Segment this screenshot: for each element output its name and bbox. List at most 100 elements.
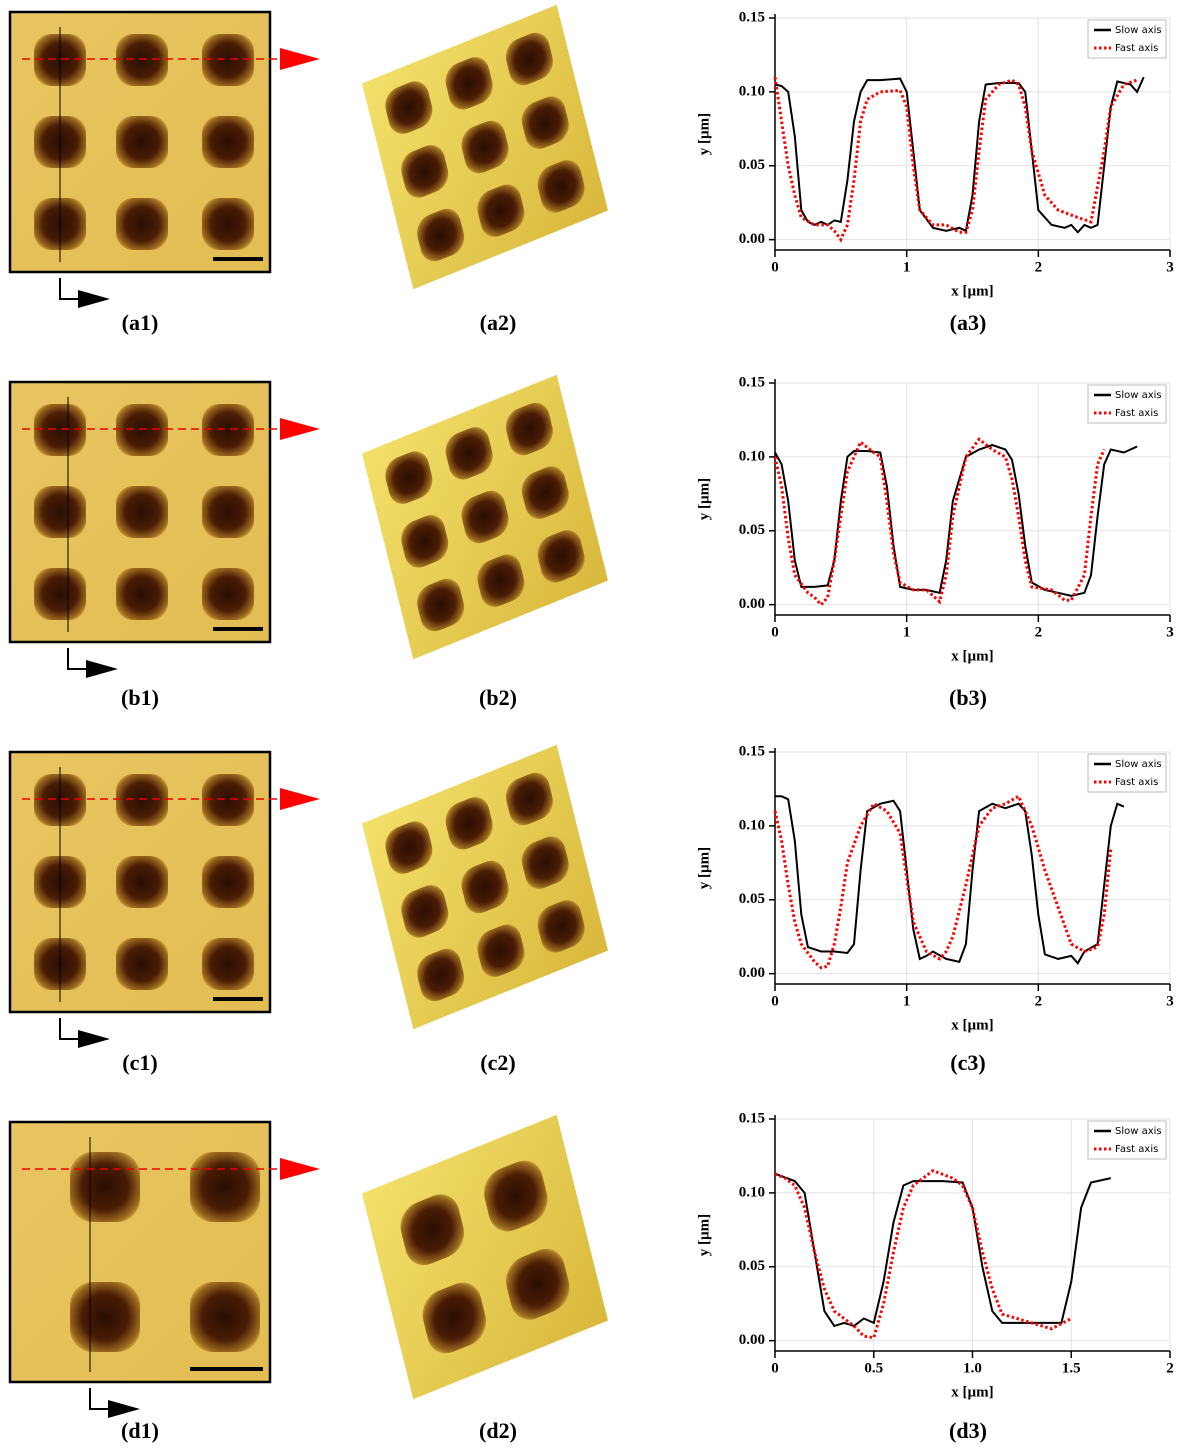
- x-axis-label: x [µm]: [951, 648, 993, 664]
- hole: [116, 198, 168, 250]
- x-axis-label: x [µm]: [951, 283, 993, 299]
- arrow: [280, 1158, 320, 1180]
- x-tick-label: 1: [903, 993, 911, 1009]
- x-tick-label: 3: [1166, 993, 1174, 1009]
- y-tick-label: 0.05: [739, 891, 765, 907]
- x-tick-label: 1.0: [963, 1360, 982, 1376]
- series-line: [775, 439, 1104, 605]
- series-line: [775, 77, 1137, 240]
- panel-label: (d1): [121, 1418, 159, 1443]
- hole: [202, 774, 254, 826]
- x-tick-label: 3: [1166, 259, 1174, 275]
- y-tick-label: 0.05: [739, 522, 765, 538]
- legend-label: Fast axis: [1115, 777, 1158, 788]
- hole: [202, 116, 254, 168]
- x-tick-label: 0: [771, 1360, 779, 1376]
- hole: [202, 938, 254, 990]
- y-tick-label: 0.15: [739, 9, 765, 25]
- scan-arrow-head: [78, 290, 110, 308]
- scan-arrow: [60, 278, 80, 299]
- hole: [116, 568, 168, 620]
- hole: [70, 1282, 140, 1352]
- afm-3d-view: [362, 375, 608, 659]
- x-axis-label: x [µm]: [951, 1017, 993, 1033]
- panel-label: (c3): [950, 1050, 985, 1075]
- y-tick-label: 0.10: [739, 83, 765, 99]
- x-tick-label: 0.5: [864, 1360, 883, 1376]
- afm-3d-view: [362, 745, 608, 1029]
- panel-label: (d3): [949, 1418, 987, 1443]
- series-line: [775, 796, 1124, 963]
- scale-bar: [213, 257, 263, 261]
- hole: [190, 1282, 260, 1352]
- legend-label: Slow axis: [1115, 759, 1162, 770]
- hole: [202, 198, 254, 250]
- hole: [190, 1152, 260, 1222]
- hole: [116, 856, 168, 908]
- legend-label: Fast axis: [1115, 1144, 1158, 1155]
- hole: [34, 404, 86, 456]
- hole: [202, 856, 254, 908]
- panel-label: (d2): [479, 1418, 517, 1443]
- y-tick-label: 0.10: [739, 817, 765, 833]
- hole: [202, 568, 254, 620]
- panel-label: (c2): [480, 1050, 515, 1075]
- y-axis-label: y [µm]: [696, 847, 712, 889]
- afm-3d-view: [362, 1115, 608, 1399]
- legend-label: Fast axis: [1115, 43, 1158, 54]
- panel-label: (b2): [479, 685, 517, 710]
- afm-image: [10, 1122, 280, 1382]
- series-line: [775, 1171, 1071, 1338]
- scan-arrow: [68, 648, 88, 669]
- afm-image: [10, 382, 280, 642]
- series-line: [775, 77, 1144, 232]
- arrow: [280, 788, 320, 810]
- series-line: [775, 445, 1137, 596]
- y-tick-label: 0.00: [739, 1332, 765, 1348]
- x-tick-label: 2: [1035, 993, 1043, 1009]
- series-line: [775, 796, 1111, 967]
- y-tick-label: 0.10: [739, 448, 765, 464]
- hole: [202, 486, 254, 538]
- y-tick-label: 0.05: [739, 157, 765, 173]
- hole: [34, 486, 86, 538]
- series-line: [775, 1174, 1111, 1326]
- y-tick-label: 0.15: [739, 743, 765, 759]
- scale-bar: [213, 997, 263, 1001]
- y-tick-label: 0.00: [739, 965, 765, 981]
- panel-label: (a1): [122, 310, 159, 335]
- x-tick-label: 2: [1035, 259, 1043, 275]
- legend-label: Slow axis: [1115, 25, 1162, 36]
- hole: [116, 486, 168, 538]
- panel-label: (c1): [122, 1050, 157, 1075]
- x-tick-label: 2: [1035, 624, 1043, 640]
- scan-arrow-head: [86, 660, 118, 678]
- scan-arrow-head: [78, 1030, 110, 1048]
- legend-label: Fast axis: [1115, 408, 1158, 419]
- y-axis-label: y [µm]: [696, 1214, 712, 1256]
- y-tick-label: 0.15: [739, 1110, 765, 1126]
- afm-image: [10, 752, 280, 1012]
- legend-label: Slow axis: [1115, 1126, 1162, 1137]
- y-axis-label: y [µm]: [696, 478, 712, 520]
- legend-label: Slow axis: [1115, 390, 1162, 401]
- scan-arrow: [90, 1388, 110, 1409]
- y-tick-label: 0.15: [739, 374, 765, 390]
- scale-bar: [190, 1367, 263, 1371]
- hole: [116, 938, 168, 990]
- scale-bar: [213, 627, 263, 631]
- panel-label: (a2): [480, 310, 517, 335]
- x-axis-label: x [µm]: [951, 1384, 993, 1400]
- panel-label: (a3): [950, 310, 987, 335]
- hole: [116, 34, 168, 86]
- panel-label: (b1): [121, 685, 159, 710]
- hole: [34, 568, 86, 620]
- arrow: [280, 418, 320, 440]
- x-tick-label: 1.5: [1062, 1360, 1081, 1376]
- y-tick-label: 0.05: [739, 1258, 765, 1274]
- hole: [70, 1152, 140, 1222]
- x-tick-label: 3: [1166, 624, 1174, 640]
- x-tick-label: 0: [771, 993, 779, 1009]
- x-tick-label: 0: [771, 259, 779, 275]
- y-tick-label: 0.00: [739, 231, 765, 247]
